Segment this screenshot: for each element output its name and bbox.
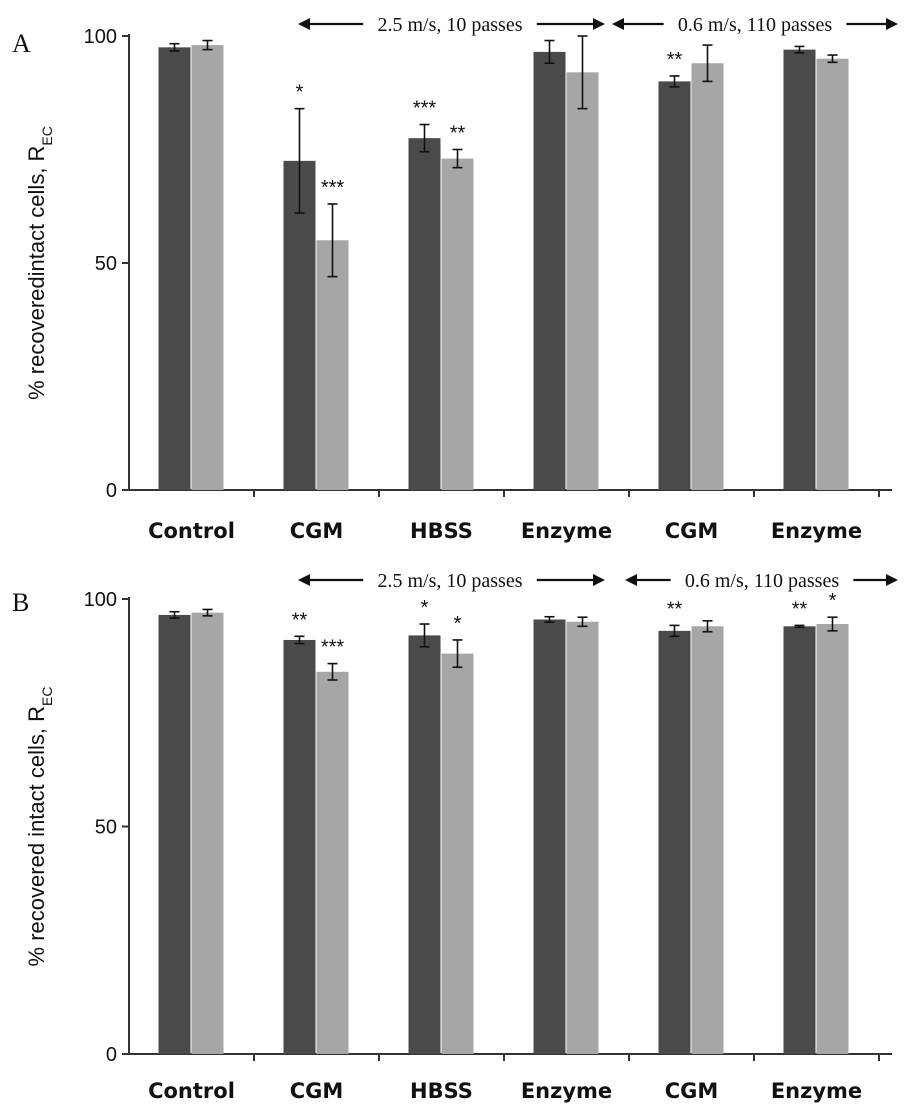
arrow-head-right <box>593 18 605 30</box>
category-label: CGM <box>290 519 344 543</box>
category-label: CGM <box>665 519 719 543</box>
bar <box>783 626 816 1054</box>
category-label: Control <box>148 1079 235 1103</box>
bar <box>691 63 724 491</box>
bar <box>191 45 224 491</box>
bar <box>408 635 441 1054</box>
bar <box>316 671 349 1054</box>
bar <box>283 160 316 490</box>
annotation-text: 2.5 m/s, 10 passes <box>378 570 523 592</box>
category-label: Control <box>148 519 235 543</box>
category-label: Enzyme <box>521 519 612 543</box>
significance-marker: ** <box>667 49 683 71</box>
bar <box>408 138 441 490</box>
significance-marker: * <box>421 597 429 619</box>
annotation-text: 2.5 m/s, 10 passes <box>378 14 523 36</box>
y-axis-label: % recoveredintact cells, REC <box>24 126 55 400</box>
y-tick-label: 100 <box>84 26 117 48</box>
bar <box>566 621 599 1054</box>
bar <box>658 81 691 491</box>
category-label: CGM <box>290 1079 344 1103</box>
arrow-head-left <box>298 574 310 586</box>
arrow-head-left <box>298 18 310 30</box>
bar <box>816 624 849 1054</box>
significance-marker: * <box>296 82 304 104</box>
y-tick-label: 50 <box>95 253 117 275</box>
annotation-text: 0.6 m/s, 110 passes <box>685 570 839 592</box>
significance-marker: *** <box>413 98 437 120</box>
arrow-head-left <box>625 574 637 586</box>
bar <box>441 158 474 490</box>
category-label: Enzyme <box>771 1079 862 1103</box>
panel-b: B % recovered intact cells, REC 0 50 100 Cont… <box>12 570 898 1103</box>
bar <box>816 58 849 490</box>
arrow-head-right <box>593 574 605 586</box>
y-tick-label: 100 <box>84 589 117 611</box>
bar <box>533 51 566 490</box>
panel-letter: B <box>12 588 29 617</box>
bar <box>283 639 316 1054</box>
significance-marker: ** <box>667 598 683 620</box>
y-tick-label: 50 <box>95 817 117 839</box>
y-axis-label-subscript: EC <box>39 687 55 706</box>
significance-marker: *** <box>321 177 345 199</box>
bar <box>158 614 191 1054</box>
bar <box>158 47 191 490</box>
category-label: Enzyme <box>771 519 862 543</box>
bar <box>441 653 474 1054</box>
bar <box>658 630 691 1054</box>
bar <box>316 240 349 490</box>
panel-letter: A <box>12 29 31 58</box>
bar <box>783 49 816 491</box>
y-axis-label: % recovered intact cells, REC <box>24 687 55 967</box>
significance-marker: *** <box>321 637 345 659</box>
category-label: HBSS <box>410 1079 473 1103</box>
arrow-head-right <box>886 574 898 586</box>
bar <box>691 626 724 1054</box>
panel-a: A % recoveredintact cells, REC 0 50 100 Contr… <box>12 14 898 543</box>
arrow-head-left <box>612 18 624 30</box>
significance-marker: ** <box>792 598 808 620</box>
category-label: HBSS <box>410 519 473 543</box>
bar <box>191 612 224 1054</box>
significance-marker: ** <box>292 609 308 631</box>
category-label: CGM <box>665 1079 719 1103</box>
category-label: Enzyme <box>521 1079 612 1103</box>
annotation-text: 0.6 m/s, 110 passes <box>678 14 832 36</box>
y-axis-label-subscript: EC <box>39 126 55 145</box>
arrow-head-right <box>886 18 898 30</box>
bar <box>566 72 599 490</box>
y-tick-label: 0 <box>106 1044 117 1066</box>
significance-marker: ** <box>450 123 466 145</box>
significance-marker: * <box>829 590 837 612</box>
significance-marker: * <box>454 613 462 635</box>
bar <box>533 619 566 1054</box>
y-tick-label: 0 <box>106 480 117 502</box>
